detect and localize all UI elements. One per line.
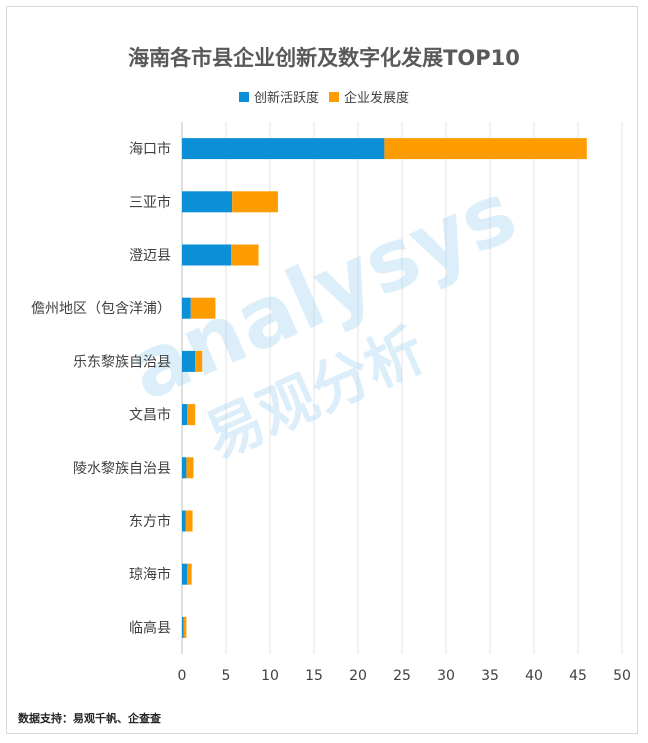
category-label: 三亚市 [129,194,171,211]
bar-segment-series-2 [195,350,203,372]
x-tick-label: 30 [437,668,455,684]
bar-segment-series-1 [182,191,233,213]
bar-segment-series-1 [182,616,184,638]
bar-segment-series-2 [186,457,194,479]
bars [182,138,587,638]
bar-segment-series-1 [182,404,188,426]
legend-label-series-2: 企业发展度 [344,91,410,106]
legend-item-series-2: 企业发展度 [329,87,409,106]
chart-frame [6,6,638,734]
bar-segment-series-1 [182,350,196,372]
x-tick-label: 10 [261,668,279,684]
category-label: 陵水黎族自治县 [73,461,171,477]
category-label: 东方市 [129,513,171,530]
bar-segment-series-2 [232,191,278,213]
category-label: 儋州地区（包含洋浦） [31,301,171,317]
x-tick-label: 25 [393,668,411,684]
category-label: 文昌市 [129,407,171,424]
bar-segment-series-1 [182,138,385,160]
bar-segment-series-1 [182,244,232,266]
chart-legend: 创新活跃度 企业发展度 [0,87,648,106]
bar-segment-series-2 [231,244,259,266]
chart-title: 海南各市县企业创新及数字化发展TOP10 [128,46,520,70]
x-tick-label: 15 [305,668,323,684]
x-tick-label: 50 [613,668,631,684]
x-tick-labels: 0 5 10 15 20 25 30 35 40 45 50 [178,668,631,684]
bar-segment-series-2 [187,563,192,585]
bar-segment-series-2 [384,138,587,160]
x-tick-label: 20 [349,668,367,684]
bar-segment-series-1 [182,297,191,319]
legend-swatch-series-2 [329,91,339,102]
x-tick-label: 35 [481,668,499,684]
x-tick-label: 5 [222,668,231,684]
category-label: 临高县 [129,619,171,636]
bar-segment-series-2 [187,404,196,426]
bar-segment-series-1 [182,510,186,532]
legend-item-series-1: 创新活跃度 [238,87,319,106]
legend-label-series-1: 创新活跃度 [253,91,319,106]
bar-segment-series-2 [190,297,216,319]
bar-segment-series-1 [182,563,188,585]
bar-segment-series-2 [183,616,187,638]
category-label: 琼海市 [129,566,171,583]
bar-segment-series-1 [182,457,187,479]
legend-swatch-series-1 [238,91,249,102]
category-label: 澄迈县 [129,248,171,264]
data-source-note: 数据支持：易观千帆、企查查 [18,712,161,725]
bar-segment-series-2 [185,510,193,532]
x-tick-label: 0 [178,668,187,684]
x-tick-label: 40 [525,668,543,684]
category-label: 乐东黎族自治县 [73,354,171,370]
category-label: 海口市 [129,141,171,158]
watermark: analysys 易观分析 [114,163,530,472]
x-tick-label: 45 [569,668,587,684]
